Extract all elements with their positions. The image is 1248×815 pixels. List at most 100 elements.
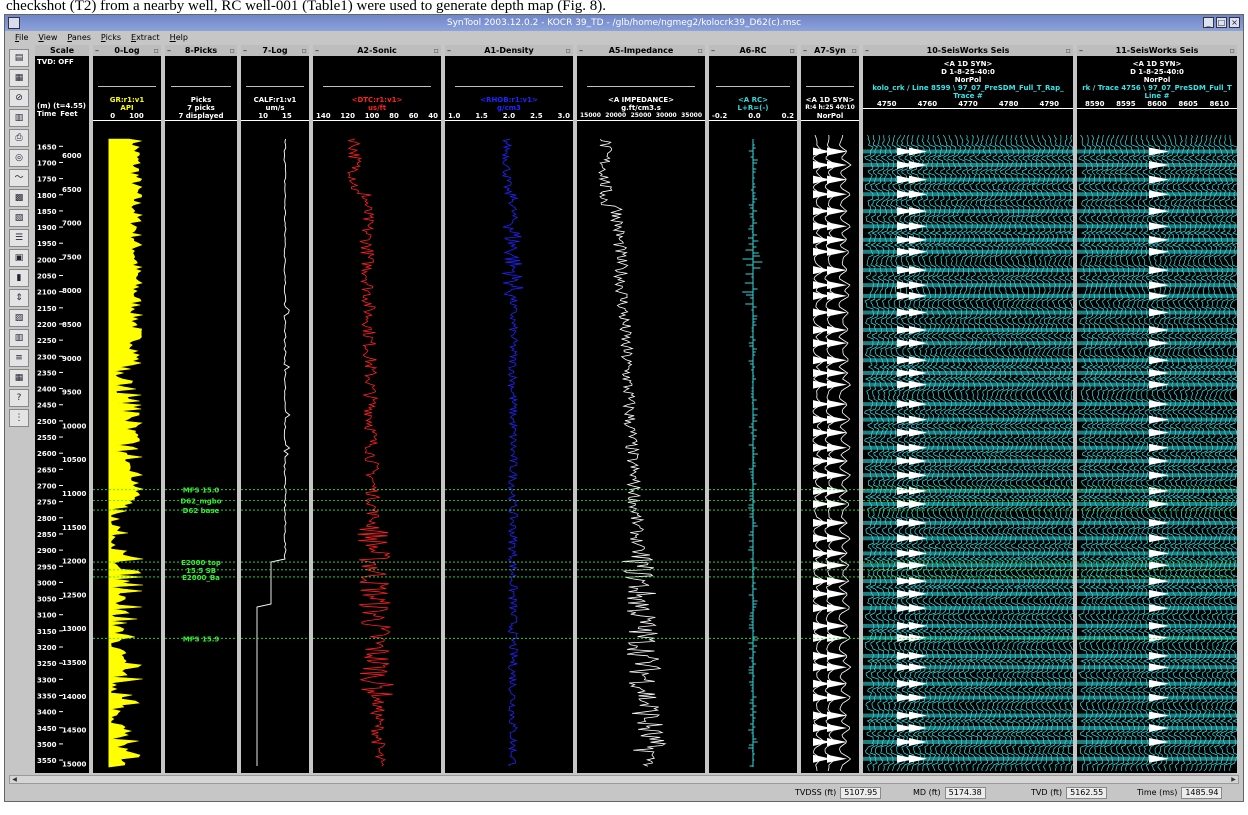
depth-tick: 8000 — [62, 287, 82, 295]
columns-icon[interactable]: ▥ — [9, 329, 29, 347]
hide-icon[interactable]: ▨ — [9, 309, 29, 327]
pane-title[interactable]: – A7-Syn ▫ — [801, 45, 859, 56]
track-edit-icon[interactable]: ⋮ — [9, 409, 29, 427]
seismic-icon[interactable]: ▩ — [9, 189, 29, 207]
menu-help[interactable]: Help — [169, 33, 188, 42]
cali-track[interactable] — [241, 135, 309, 773]
reflector-band — [863, 551, 1073, 556]
time-tick: 2950 — [37, 563, 57, 571]
menu-file[interactable]: File — [15, 33, 29, 42]
menu-view[interactable]: View — [38, 33, 58, 42]
pane-title[interactable]: – A1-Density ▫ — [445, 45, 573, 56]
sonic-track[interactable] — [313, 135, 441, 773]
table-icon[interactable]: ☰ — [9, 229, 29, 247]
pane-title[interactable]: – A2-Sonic ▫ — [313, 45, 441, 56]
reflector-band — [863, 310, 1073, 315]
pane-sonic: – A2-Sonic ▫ <DTC:r1:v1> us/ft 140 120 100 80… — [311, 45, 443, 773]
stretch-icon[interactable]: ⇕ — [9, 289, 29, 307]
seismic-section-10[interactable] — [863, 135, 1073, 773]
pane-density: – A1-Density ▫ <RHOB:r1:v1> g/cm3 1.0 1.5 2.… — [443, 45, 575, 773]
inserted-synthetic-peak — [1149, 428, 1169, 437]
tvd-label: TVD (ft) — [1031, 788, 1063, 797]
impedance-track[interactable] — [577, 135, 705, 773]
synthetic-trace — [838, 135, 852, 772]
inserted-synthetic-peak — [897, 147, 915, 156]
inserted-synthetic-peak — [909, 207, 927, 216]
density-track[interactable] — [445, 135, 573, 773]
inserted-synthetic-peak — [1149, 400, 1169, 409]
inserted-synthetic-peak — [909, 754, 927, 763]
synthetic-peak — [813, 561, 847, 570]
pane-title[interactable]: –0-Log ▫ — [93, 45, 161, 56]
print-icon[interactable]: ⎙ — [9, 129, 29, 147]
panel-icon[interactable]: ▦ — [9, 369, 29, 387]
synthetic-peak — [813, 266, 847, 275]
compass-icon[interactable]: ◎ — [9, 149, 29, 167]
seismic-section-11[interactable] — [1077, 135, 1237, 773]
pane-title[interactable]: – A6-RC ▫ — [709, 45, 797, 56]
close-icon[interactable]: × — [1229, 17, 1240, 28]
synthetic-track[interactable] — [801, 135, 859, 773]
pane-title-label: 10-SeisWorks Seis — [926, 46, 1010, 55]
grid-icon[interactable]: ▥ — [9, 109, 29, 127]
scale-tick: 2.0 — [502, 112, 516, 120]
gr-track[interactable] — [93, 135, 161, 773]
inserted-synthetic-peak — [909, 415, 927, 424]
pick-label: D62 base — [183, 507, 220, 515]
syn-params: R:4 h:25 40:10 — [805, 104, 855, 111]
title-bar[interactable]: SynTool 2003.12.0.2 - KOCR 39_TD - /glb/… — [5, 15, 1243, 31]
pane-title-label: 0-Log — [114, 46, 140, 55]
lines-icon[interactable]: ≡ — [9, 349, 29, 367]
pane-scale: Scale TVD: OFF (m) (t=4.55) Time Feet 165… — [33, 45, 91, 773]
pane-title[interactable]: –7-Log ▫ — [241, 45, 309, 56]
curve-icon[interactable]: 〜 — [9, 169, 29, 187]
maximize-icon[interactable]: □ — [1216, 17, 1227, 28]
pane-title[interactable]: –10-SeisWorks Seis ▫ — [863, 45, 1073, 56]
time-depth-scale[interactable]: 1650 1700 1750 1800 1850 1900 1950 2000 2050 2100… — [35, 135, 89, 773]
inserted-synthetic-peak — [909, 400, 927, 409]
well-select-icon[interactable]: ▤ — [9, 49, 29, 67]
pane-title[interactable]: Scale — [35, 45, 89, 56]
time-tick: 1800 — [37, 192, 57, 200]
tvd-toggle[interactable]: TVD: OFF — [37, 58, 74, 66]
synthetic-icon[interactable]: ▣ — [9, 249, 29, 267]
question-icon[interactable]: ? — [9, 389, 29, 407]
seismic-trace — [941, 135, 953, 772]
inserted-synthetic-peak — [897, 486, 915, 495]
inserted-synthetic-peak — [909, 175, 927, 184]
minimize-icon[interactable]: _ — [1203, 17, 1214, 28]
log-display-icon[interactable]: ▦ — [9, 69, 29, 87]
reflector-band — [863, 739, 1073, 744]
app-menu-icon[interactable] — [8, 17, 20, 29]
stop-icon[interactable]: ⊘ — [9, 89, 29, 107]
inserted-synthetic-peak — [897, 356, 915, 365]
scale-tick: 25000 — [630, 112, 652, 119]
scale-tick: 0 — [110, 112, 116, 120]
inserted-synthetic-peak — [897, 380, 915, 389]
scroll-left-icon[interactable]: ◀ — [12, 776, 17, 783]
synthetic-trace — [824, 135, 838, 772]
seismic-trace — [916, 135, 927, 771]
synthetic-peak — [813, 457, 847, 466]
inserted-synthetic-peak — [909, 737, 927, 746]
pane-title[interactable]: – A5-Impedance ▫ — [577, 45, 705, 56]
inserted-synthetic-peak — [1149, 604, 1169, 613]
scale-tick: 4750 — [877, 100, 897, 108]
inserted-synthetic-peak — [897, 561, 915, 570]
rc-track[interactable] — [709, 135, 797, 773]
seismic-trace — [1014, 135, 1026, 772]
pane-title[interactable]: –8-Picks ▫ — [165, 45, 237, 56]
time-tick: 3100 — [37, 612, 57, 620]
inserted-synthetic-peak — [897, 589, 915, 598]
horizontal-scrollbar[interactable]: ◀ ▶ — [9, 775, 1239, 784]
menu-panes[interactable]: Panes — [67, 33, 91, 42]
pick-label: E2000_Ba — [182, 574, 220, 582]
pane-title[interactable]: –11-SeisWorks Seis ▫ — [1077, 45, 1237, 56]
scale-tick: 4770 — [958, 100, 978, 108]
menu-extract[interactable]: Extract — [131, 33, 160, 42]
trace-icon[interactable]: ▮ — [9, 269, 29, 287]
wavelet-icon[interactable]: ▧ — [9, 209, 29, 227]
scroll-right-icon[interactable]: ▶ — [1231, 776, 1236, 783]
menu-picks[interactable]: Picks — [100, 33, 121, 42]
